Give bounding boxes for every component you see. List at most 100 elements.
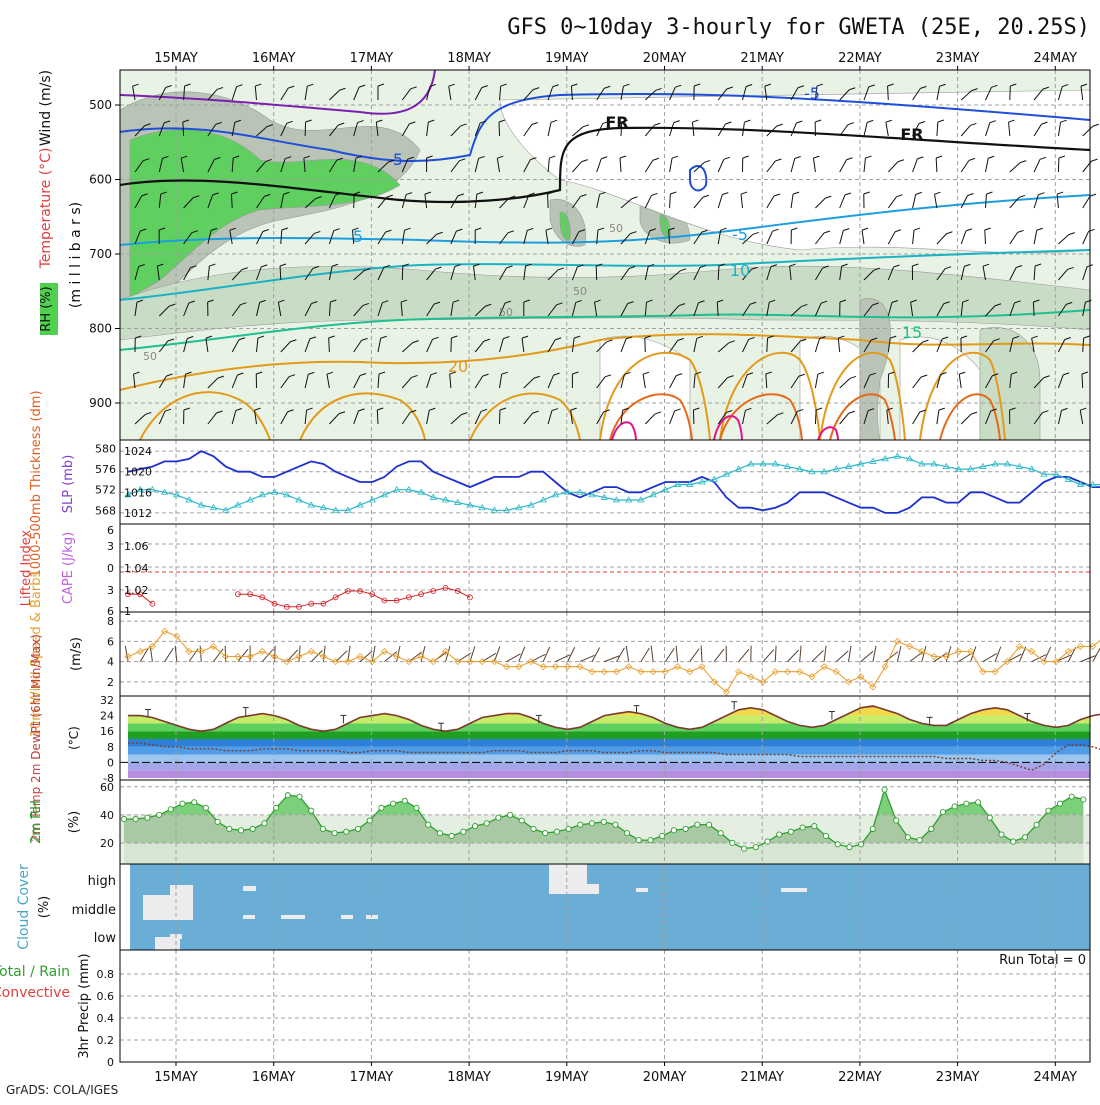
credit-label: GrADS: COLA/IGES: [6, 1083, 118, 1097]
rh2m-point: [730, 840, 735, 845]
rh2m-point: [987, 815, 992, 820]
temp-units: (°C): [67, 726, 81, 750]
lifted-tick-label: 3: [107, 540, 114, 553]
temp-tick-label: 16: [100, 725, 114, 738]
contour-label: 20: [448, 357, 468, 376]
cloud-patch: [341, 915, 353, 919]
wind-tick-label: 8: [107, 615, 114, 628]
date-label-top: 22MAY: [838, 51, 882, 66]
rh2m-point: [753, 845, 758, 850]
date-label-bottom: 23MAY: [936, 1070, 980, 1085]
rh2m-point: [519, 818, 524, 823]
rh2m-point: [929, 826, 934, 831]
rh2m-point: [1081, 797, 1086, 802]
rh2m-point: [1034, 822, 1039, 827]
date-label-top: 23MAY: [936, 51, 980, 66]
rh2m-point: [133, 816, 138, 821]
rh-fill-low: [120, 843, 1090, 864]
cape-tick-label: 1.04: [124, 562, 149, 575]
rh2m-point: [625, 831, 630, 836]
thickness-tick-label: 572: [95, 484, 116, 497]
rh2m-point: [976, 800, 981, 805]
rh2m-point: [157, 812, 162, 817]
date-label-top: 21MAY: [740, 51, 784, 66]
rh2m-point: [461, 829, 466, 834]
rh2m-point: [660, 833, 665, 838]
rh2m-point: [379, 805, 384, 810]
cloud-patch: [781, 888, 807, 892]
rh2m-point: [636, 838, 641, 843]
date-label-bottom: 18MAY: [447, 1070, 491, 1085]
date-label-top: 15MAY: [154, 51, 198, 66]
date-label-bottom: 22MAY: [838, 1070, 882, 1085]
rh-units: (%): [67, 811, 82, 834]
cloud-patch: [366, 915, 378, 919]
date-label-top: 24MAY: [1034, 51, 1078, 66]
precip-tick-label: 0: [107, 1056, 114, 1069]
cloud-patch: [636, 888, 648, 892]
rh2m-point: [309, 808, 314, 813]
date-label-bottom: 21MAY: [740, 1070, 784, 1085]
chart-title: GFS 0~10day 3-hourly for GWETA (25E, 20.…: [507, 15, 1090, 40]
precip-conv-label: Convective: [0, 985, 70, 1001]
contour-label: 5: [353, 227, 363, 246]
rh2m-point: [788, 829, 793, 834]
contour-label: 5: [393, 150, 403, 169]
rh2m-point: [402, 798, 407, 803]
ytick-label: 900: [89, 396, 112, 410]
rh2m-point: [882, 787, 887, 792]
contour-label: FR: [605, 113, 628, 132]
rh-tick-label: 40: [100, 809, 114, 822]
cloud-patch: [587, 884, 599, 894]
cloud-patch: [243, 915, 255, 919]
precip-tick-label: 0.8: [97, 968, 115, 981]
slp-tick-label: 1012: [124, 507, 152, 520]
lifted-tick-label: 0: [107, 562, 114, 575]
contour-label: 15: [902, 323, 922, 342]
rh2m-point: [180, 801, 185, 806]
ytick-label: 500: [89, 98, 112, 112]
rh2m-point: [1057, 801, 1062, 806]
contour-label: 50: [143, 350, 157, 363]
contour-label: 50: [499, 306, 513, 319]
contour-label: FR: [900, 125, 923, 144]
rh2m-point: [203, 805, 208, 810]
ytick-label: 600: [89, 173, 112, 187]
rh2m-point: [952, 804, 957, 809]
cloud-units: (%): [37, 896, 52, 919]
rh-ylabel: 2m RH: [29, 800, 44, 844]
rh-tick-label: 20: [100, 837, 114, 850]
date-label-top: 20MAY: [643, 51, 687, 66]
rh2m-point: [262, 821, 267, 826]
rh2m-point: [332, 831, 337, 836]
rh2m-point: [449, 833, 454, 838]
precip-tick-label: 0.6: [97, 990, 115, 1003]
rh2m-point: [344, 829, 349, 834]
rh2m-point: [695, 822, 700, 827]
precip-total-label: Total / Rain: [0, 964, 70, 980]
contour-label: -5: [732, 225, 748, 244]
rh2m-point: [121, 816, 126, 821]
rh2m-point: [355, 826, 360, 831]
cape-ylabel-right: CAPE (J/kg): [61, 532, 76, 604]
rh2m-point: [823, 833, 828, 838]
rh-tick-label: 60: [100, 781, 114, 794]
wind-units: (m/s): [69, 637, 84, 671]
date-label-top: 16MAY: [252, 51, 296, 66]
rh2m-point: [437, 831, 442, 836]
rh2m-point: [601, 819, 606, 824]
date-label-top: 17MAY: [350, 51, 394, 66]
rh2m-point: [671, 828, 676, 833]
date-label-bottom: 17MAY: [350, 1070, 394, 1085]
temp-band: [120, 762, 1090, 770]
rh2m-point: [391, 801, 396, 806]
rh2m-point: [683, 826, 688, 831]
rh2m-point: [765, 839, 770, 844]
rh2m-point: [999, 832, 1004, 837]
rh2m-point: [320, 826, 325, 831]
cape-tick-label: 1.02: [124, 584, 149, 597]
cloud-level-label: low: [94, 931, 117, 946]
cloud-level-label: high: [88, 874, 116, 889]
precip-tick-label: 0.4: [97, 1012, 115, 1025]
